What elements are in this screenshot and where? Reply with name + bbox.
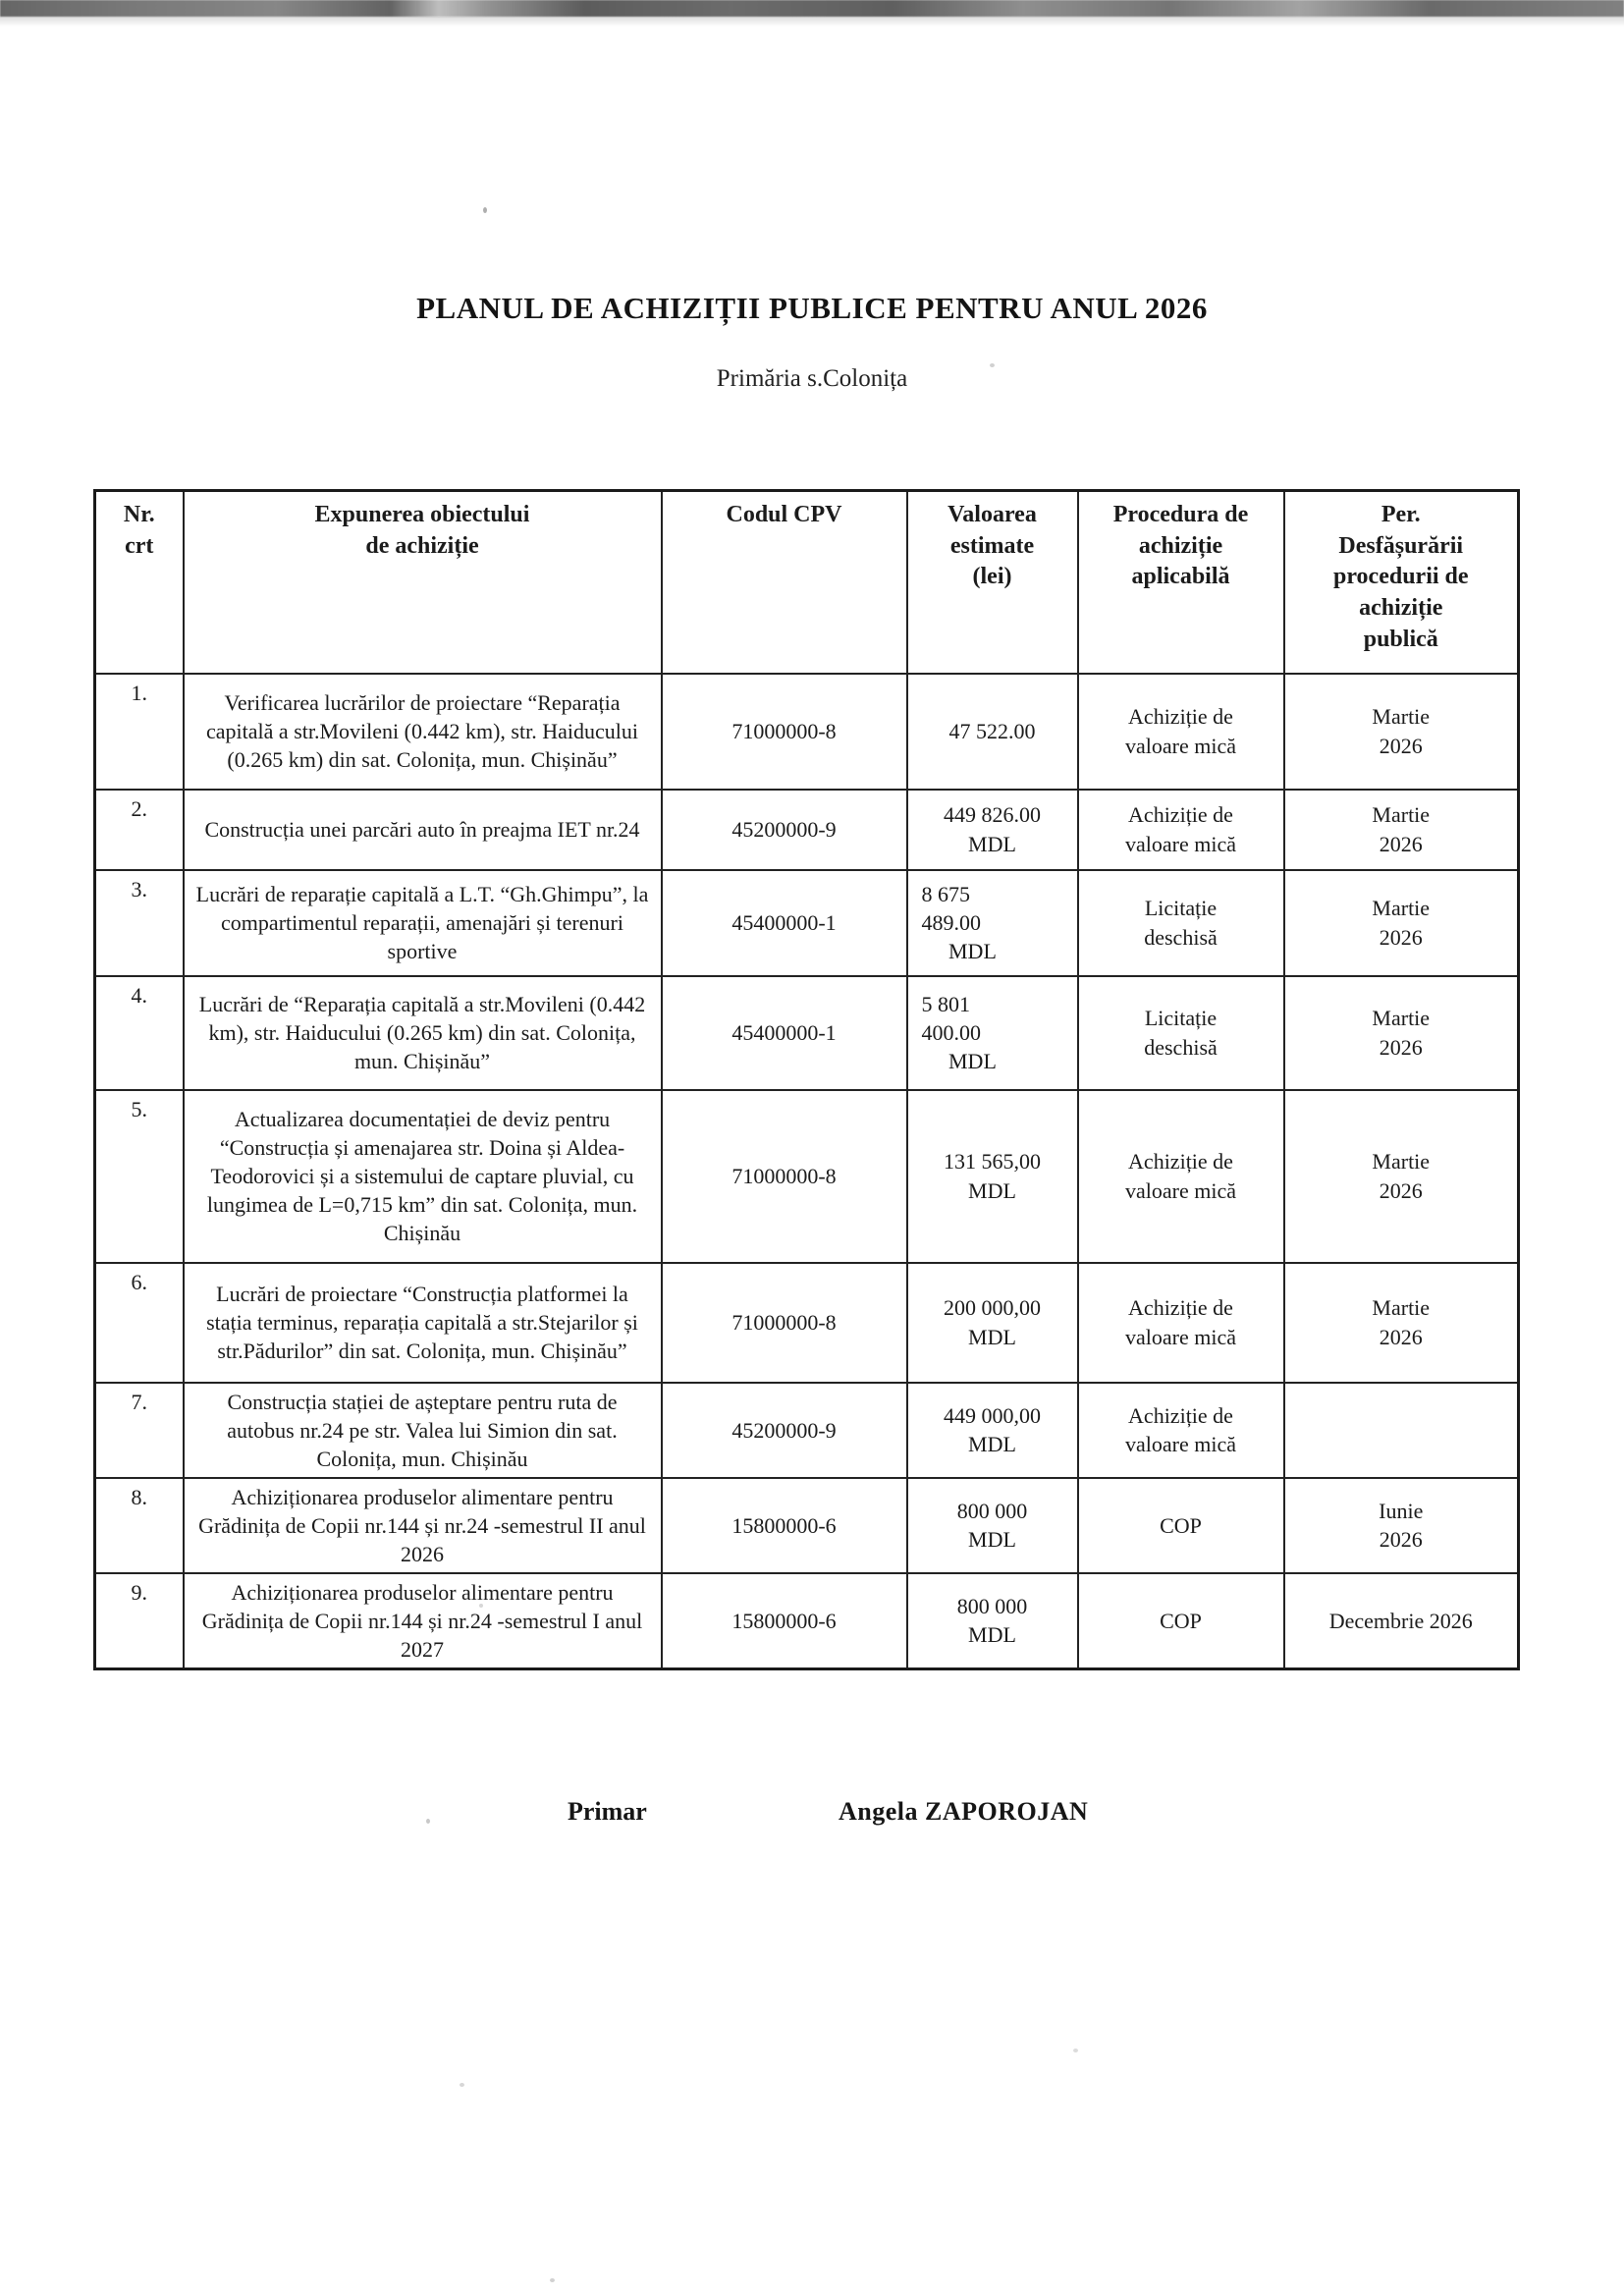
cpv-cell: 45200000-9	[660, 1381, 908, 1479]
header-cpv-code: Codul CPV	[660, 489, 908, 675]
object-cell: Achiziționarea produselor alimentare pen…	[182, 1476, 663, 1574]
document-subtitle: Primăria s.Colonița	[716, 365, 908, 392]
row-number-cell: 5.	[93, 1088, 185, 1264]
row-number-cell: 4.	[93, 974, 185, 1091]
cpv-cell: 15800000-6	[660, 1571, 908, 1670]
scan-speck	[460, 2083, 464, 2087]
table-row: 3. Lucrări de reparație capitală a L.T. …	[93, 868, 1520, 977]
value-cell: 800 000 MDL	[905, 1571, 1079, 1670]
value-cell: 47 522.00	[905, 672, 1079, 791]
procedure-cell: COP	[1076, 1476, 1285, 1574]
cpv-cell: 45200000-9	[660, 788, 908, 871]
cpv-cell: 45400000-1	[660, 868, 908, 977]
header-nr-crt: Nr. crt	[93, 489, 185, 675]
object-cell: Construcția unei parcări auto în preajma…	[182, 788, 663, 871]
document-title: PLANUL DE ACHIZIȚII PUBLICE PENTRU ANUL …	[416, 291, 1208, 325]
period-cell: Martie 2026	[1282, 672, 1520, 791]
header-object: Expunerea obiectului de achiziție	[182, 489, 663, 675]
table-row: 7. Construcția stației de așteptare pent…	[93, 1381, 1520, 1479]
procedure-cell: Licitație deschisă	[1076, 868, 1285, 977]
row-number-cell: 2.	[93, 788, 185, 871]
procedure-cell: COP	[1076, 1571, 1285, 1670]
period-cell: Martie 2026	[1282, 788, 1520, 871]
procedure-cell: Achiziție de valoare mică	[1076, 672, 1285, 791]
object-cell: Lucrări de “Reparația capitală a str.Mov…	[182, 974, 663, 1091]
object-cell: Construcția stației de așteptare pentru …	[182, 1381, 663, 1479]
scan-speck	[426, 1819, 430, 1824]
cpv-cell: 15800000-6	[660, 1476, 908, 1574]
header-estimated-value: Valoarea estimate (lei)	[905, 489, 1079, 675]
cpv-cell: 71000000-8	[660, 1088, 908, 1264]
row-number-cell: 1.	[93, 672, 185, 791]
procedure-cell: Licitație deschisă	[1076, 974, 1285, 1091]
table-header-row: Nr. crt Expunerea obiectului de achiziți…	[93, 489, 1520, 675]
procedure-cell: Achiziție de valoare mică	[1076, 1088, 1285, 1264]
table-row: 4. Lucrări de “Reparația capitală a str.…	[93, 974, 1520, 1091]
period-cell: Martie 2026	[1282, 974, 1520, 1091]
scan-speck	[990, 363, 995, 367]
period-cell: Martie 2026	[1282, 868, 1520, 977]
period-cell: Iunie 2026	[1282, 1476, 1520, 1574]
scan-artifact-top-fade	[0, 17, 1624, 27]
scan-artifact-top-band	[0, 0, 1624, 17]
period-cell: Decembrie 2026	[1282, 1571, 1520, 1670]
value-cell: 200 000,00 MDL	[905, 1261, 1079, 1384]
period-cell	[1282, 1381, 1520, 1479]
row-number-cell: 7.	[93, 1381, 185, 1479]
procurement-table-body: 1. Verificarea lucrărilor de proiectare …	[93, 672, 1520, 1670]
scan-speck	[1073, 2049, 1078, 2052]
value-cell: 131 565,00 MDL	[905, 1088, 1079, 1264]
value-cell: 449 826.00 MDL	[905, 788, 1079, 871]
header-period: Per. Desfășurării procedurii de achiziți…	[1282, 489, 1520, 675]
object-cell: Achiziționarea produselor alimentare pen…	[182, 1571, 663, 1670]
row-number-cell: 3.	[93, 868, 185, 977]
object-cell: Verificarea lucrărilor de proiectare “Re…	[182, 672, 663, 791]
value-cell: 800 000 MDL	[905, 1476, 1079, 1574]
object-cell: Actualizarea documentației de deviz pent…	[182, 1088, 663, 1264]
signature-role: Primar	[568, 1797, 647, 1826]
procedure-cell: Achiziție de valoare mică	[1076, 1381, 1285, 1479]
table-row: 1. Verificarea lucrărilor de proiectare …	[93, 672, 1520, 791]
object-cell: Lucrări de proiectare “Construcția platf…	[182, 1261, 663, 1384]
procedure-cell: Achiziție de valoare mică	[1076, 788, 1285, 871]
table-row: 6. Lucrări de proiectare “Construcția pl…	[93, 1261, 1520, 1384]
value-cell: 5 801 400.00 MDL	[905, 974, 1079, 1091]
header-procedure: Procedura de achiziție aplicabilă	[1076, 489, 1285, 675]
object-cell: Lucrări de reparație capitală a L.T. “Gh…	[182, 868, 663, 977]
procedure-cell: Achiziție de valoare mică	[1076, 1261, 1285, 1384]
period-cell: Martie 2026	[1282, 1261, 1520, 1384]
row-number-cell: 6.	[93, 1261, 185, 1384]
signature-name: Angela ZAPOROJAN	[839, 1797, 1089, 1826]
scan-speck	[550, 2278, 555, 2282]
value-cell: 449 000,00 MDL	[905, 1381, 1079, 1479]
table-row: 5. Actualizarea documentației de deviz p…	[93, 1088, 1520, 1264]
table-row: 9. Achiziționarea produselor alimentare …	[93, 1571, 1520, 1670]
cpv-cell: 71000000-8	[660, 1261, 908, 1384]
value-cell: 8 675 489.00 MDL	[905, 868, 1079, 977]
period-cell: Martie 2026	[1282, 1088, 1520, 1264]
cpv-cell: 71000000-8	[660, 672, 908, 791]
cpv-cell: 45400000-1	[660, 974, 908, 1091]
row-number-cell: 9.	[93, 1571, 185, 1670]
table-header: Nr. crt Expunerea obiectului de achiziți…	[93, 489, 1520, 675]
procurement-plan-table: Nr. crt Expunerea obiectului de achiziți…	[93, 489, 1520, 1670]
table-row: 2. Construcția unei parcări auto în prea…	[93, 788, 1520, 871]
scan-speck	[483, 207, 487, 213]
table-row: 8. Achiziționarea produselor alimentare …	[93, 1476, 1520, 1574]
row-number-cell: 8.	[93, 1476, 185, 1574]
